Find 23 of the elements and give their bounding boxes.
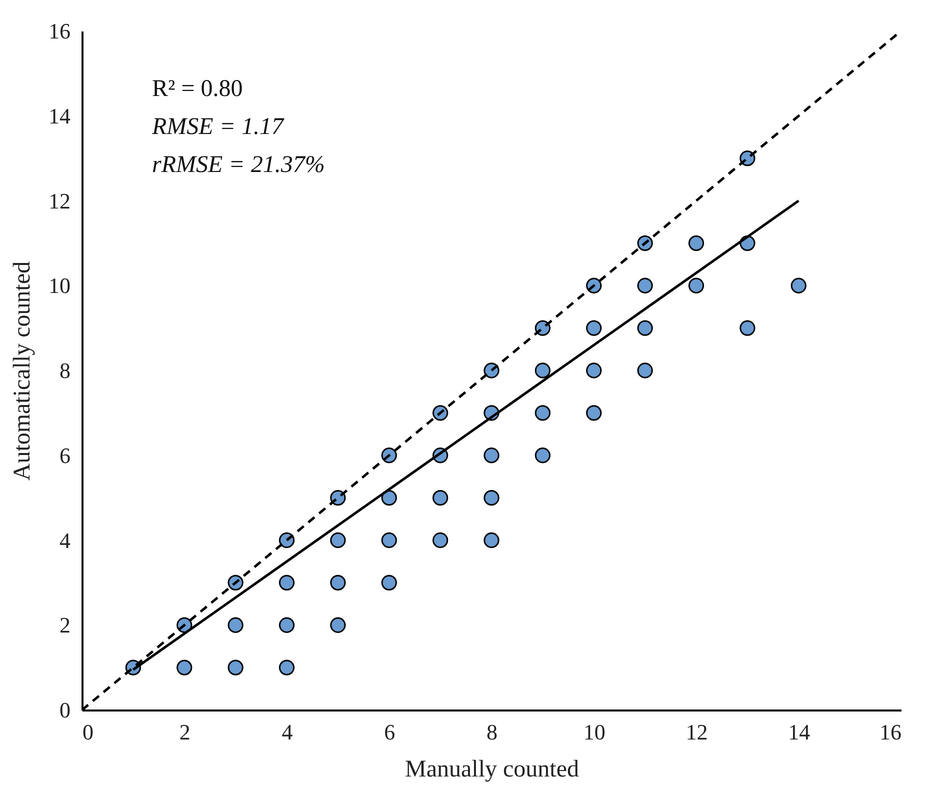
x-axis-title: Manually counted	[405, 756, 579, 782]
y-tick-label: 10	[48, 273, 70, 298]
x-tick-label: 4	[282, 720, 293, 744]
y-tick-label: 14	[48, 103, 70, 128]
annotation: rRMSE = 21.37%	[152, 152, 325, 178]
x-tick-label: 8	[486, 720, 498, 744]
y-tick-label: 4	[60, 528, 70, 553]
x-tick-label: 12	[686, 720, 708, 744]
x-tick-label: 14	[788, 720, 810, 744]
annotation: R² = 0.80	[152, 76, 243, 102]
x-tick-label: 0	[82, 720, 94, 744]
x-tick-label: 6	[384, 720, 396, 744]
y-tick-label: 8	[60, 358, 70, 383]
y-axis-title: Automatically counted	[10, 261, 36, 481]
y-tick-label: 12	[48, 188, 70, 214]
y-tick-label: 16	[48, 18, 70, 44]
x-tick-label: 16	[880, 720, 902, 744]
annotation: RMSE = 1.17	[151, 114, 285, 140]
y-tick-label: 2	[60, 612, 70, 638]
x-tick-label: 10	[583, 720, 606, 744]
y-tick-label: 0	[60, 698, 70, 722]
x-tick-label: 2	[179, 720, 190, 744]
y-tick-label: 6	[60, 442, 70, 468]
